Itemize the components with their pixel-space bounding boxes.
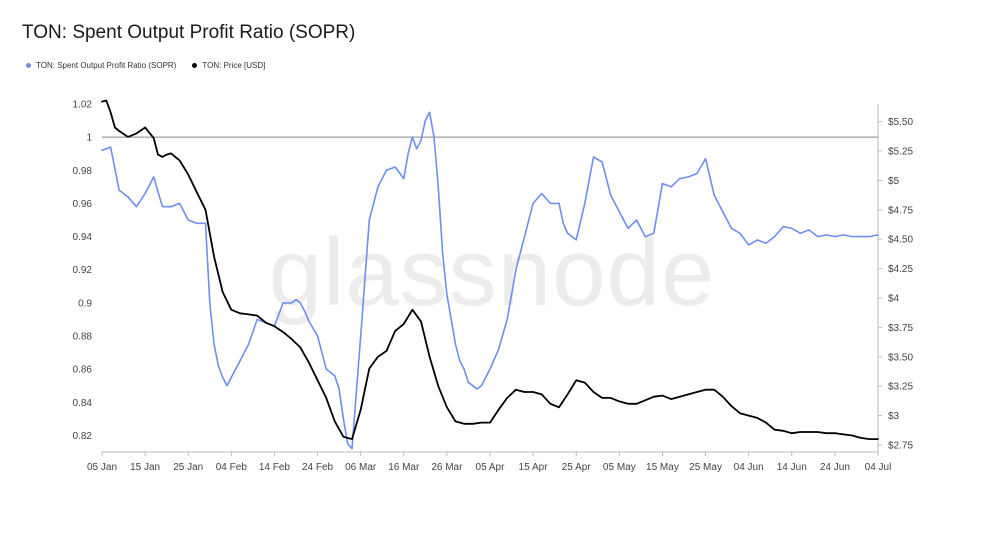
x-tick-label: 24 Jun: [820, 462, 850, 473]
x-tick-label: 24 Feb: [302, 462, 334, 473]
price-series-line: [101, 99, 879, 440]
y-left-tick-label: 1.02: [73, 100, 93, 111]
x-tick-label: 15 May: [646, 462, 679, 473]
y-right-tick-label: $4.75: [888, 205, 913, 216]
x-tick-label: 14 Jun: [777, 462, 807, 473]
x-tick-label: 25 Jan: [173, 462, 203, 473]
x-tick-label: 05 Apr: [476, 462, 506, 473]
y-left-tick-label: 0.96: [73, 199, 93, 210]
y-left-tick-label: 1: [86, 133, 92, 144]
y-left-tick-label: 0.94: [73, 232, 93, 243]
x-tick-label: 15 Jan: [130, 462, 160, 473]
legend-label-price: TON: Price [USD]: [202, 61, 266, 70]
y-right-tick-label: $3.25: [888, 382, 913, 393]
x-tick-label: 04 Feb: [216, 462, 248, 473]
y-left-tick-label: 0.9: [78, 298, 92, 309]
x-tick-label: 16 Mar: [388, 462, 420, 473]
x-tick-label: 25 May: [689, 462, 722, 473]
series-lines: [101, 99, 879, 450]
y-right-tick-label: $2.75: [888, 440, 913, 451]
x-tick-label: 04 Jun: [734, 462, 764, 473]
y-right-tick-label: $5.25: [888, 147, 913, 158]
x-tick-label: 14 Feb: [259, 462, 291, 473]
y-left-tick-label: 0.84: [73, 398, 93, 409]
axes: 05 Jan 15 Jan 25 Jan 04 Feb 14 Feb 24 Feb 06 M…: [73, 100, 914, 474]
y-left-tick-label: 0.88: [73, 332, 93, 343]
y-right-tick-label: $4.25: [888, 264, 913, 275]
y-left-tick-label: 0.92: [73, 265, 93, 276]
x-tick-label: 26 Mar: [431, 462, 463, 473]
y-right-tick-label: $4: [888, 293, 900, 304]
x-tick-label: 25 Apr: [562, 462, 592, 473]
y-left-tick-label: 0.82: [73, 431, 93, 442]
y-left-tick-label: 0.86: [73, 365, 93, 376]
x-tick-label: 15 Apr: [519, 462, 549, 473]
x-tick-label: 04 Jul: [865, 462, 892, 473]
x-tick-label: 06 Mar: [345, 462, 377, 473]
legend-label-sopr: TON: Spent Output Profit Ratio (SOPR): [36, 61, 177, 70]
watermark-text: glassnode: [269, 219, 716, 326]
x-tick-label: 05 May: [603, 462, 636, 473]
y-right-tick-label: $5.50: [888, 117, 913, 128]
legend: TON: Spent Output Profit Ratio (SOPR) TO…: [26, 61, 265, 70]
y-right-tick-label: $3: [888, 411, 900, 422]
legend-dot-sopr: [26, 63, 31, 68]
legend-item-sopr[interactable]: TON: Spent Output Profit Ratio (SOPR): [26, 61, 176, 70]
y-right-tick-label: $4.50: [888, 235, 913, 246]
y-right-tick-label: $3.75: [888, 323, 913, 334]
x-tick-label: 05 Jan: [87, 462, 117, 473]
y-right-tick-label: $3.50: [888, 352, 913, 363]
y-right-tick-label: $5: [888, 176, 900, 187]
legend-item-price[interactable]: TON: Price [USD]: [192, 61, 265, 70]
chart-title: TON: Spent Output Profit Ratio (SOPR): [22, 22, 356, 43]
y-left-tick-label: 0.98: [73, 166, 93, 177]
legend-dot-price: [192, 63, 198, 68]
sopr-series-line: [101, 111, 879, 450]
